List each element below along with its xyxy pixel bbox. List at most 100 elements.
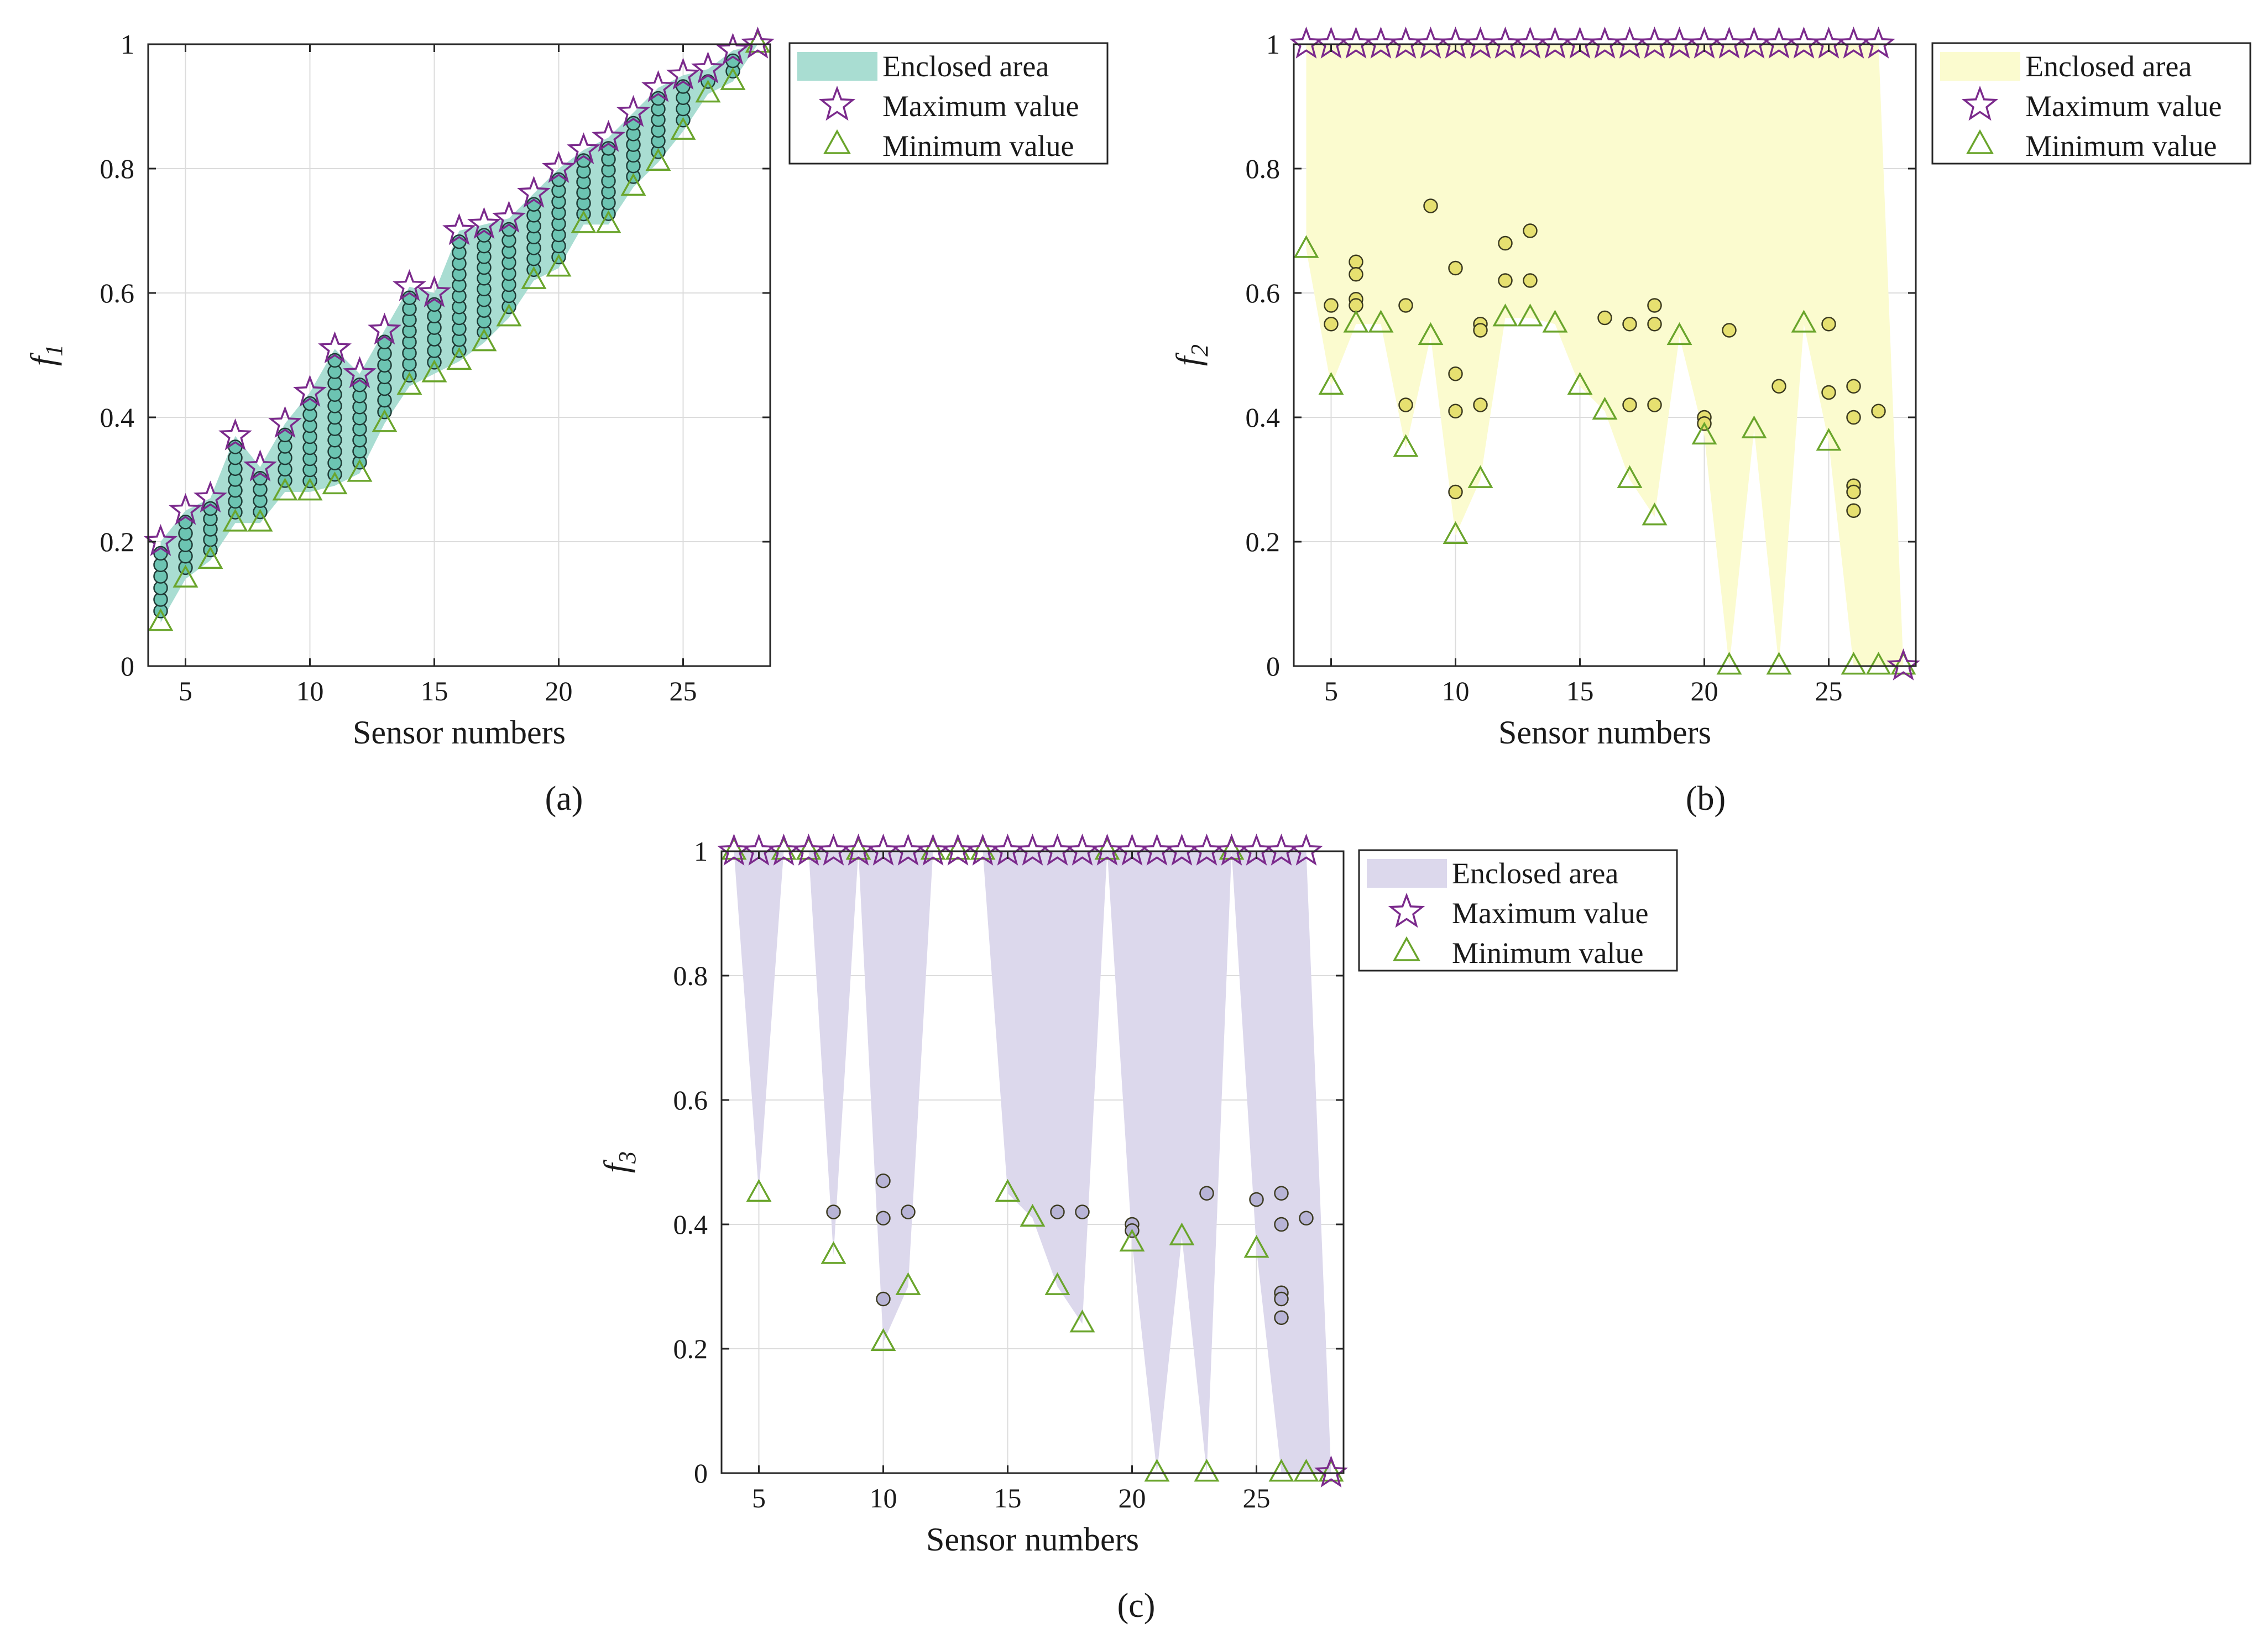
min-marker xyxy=(1194,1459,1220,1482)
min-marker xyxy=(1069,1309,1095,1333)
min-marker xyxy=(247,509,273,532)
legend-label: Maximum value xyxy=(2025,90,2222,123)
min-marker xyxy=(1020,1203,1046,1227)
legend-label: Enclosed area xyxy=(1452,857,1618,890)
min-marker xyxy=(347,459,373,482)
legend-area-swatch xyxy=(1940,52,2020,81)
max-marker xyxy=(343,356,377,389)
min-marker xyxy=(1791,310,1817,333)
data-point xyxy=(1821,385,1836,400)
min-marker xyxy=(571,210,597,233)
x-tick-label: 10 xyxy=(296,675,324,706)
y-tick-label: 0 xyxy=(694,1458,708,1489)
min-marker xyxy=(521,266,547,289)
y-axis-label: f1 xyxy=(24,344,67,366)
min-marker xyxy=(1368,310,1394,333)
legend-label: Enclosed area xyxy=(2025,50,2192,83)
min-marker xyxy=(1890,652,1916,675)
min-marker xyxy=(1393,434,1419,457)
data-point xyxy=(1274,1291,1289,1307)
max-marker xyxy=(641,70,675,102)
min-marker xyxy=(1119,1228,1145,1252)
y-tick-label: 0 xyxy=(121,651,134,682)
max-marker xyxy=(393,269,426,301)
data-point xyxy=(1846,484,1861,500)
min-marker xyxy=(695,80,721,103)
min-marker xyxy=(995,1178,1021,1202)
y-tick-label: 0.4 xyxy=(1246,402,1281,433)
data-point xyxy=(1299,1211,1314,1225)
x-tick-label: 10 xyxy=(1442,675,1470,706)
min-marker xyxy=(1542,310,1568,333)
max-marker xyxy=(293,375,327,407)
min-marker xyxy=(1766,652,1792,675)
min-marker xyxy=(546,254,572,277)
y-tick-label: 1 xyxy=(694,836,708,867)
min-marker xyxy=(1741,415,1767,438)
y-tick-label: 0.6 xyxy=(673,1085,708,1115)
legend-max-swatch xyxy=(1961,86,1999,121)
min-marker xyxy=(297,478,323,501)
min-marker xyxy=(173,564,198,588)
min-marker xyxy=(1318,371,1344,395)
data-point xyxy=(1349,267,1363,282)
panel-label: (c) xyxy=(1117,1587,1156,1625)
data-point xyxy=(1647,298,1662,313)
data-point xyxy=(826,1204,841,1219)
min-marker xyxy=(148,608,174,631)
y-axis-label-subscript: 2 xyxy=(1186,344,1213,357)
min-marker xyxy=(595,210,621,233)
x-tick-label: 5 xyxy=(752,1483,766,1513)
max-marker xyxy=(1862,27,1895,59)
min-marker xyxy=(745,30,771,53)
data-point xyxy=(1448,260,1463,276)
x-tick-label: 5 xyxy=(1324,675,1338,706)
data-point xyxy=(1523,223,1538,238)
min-marker xyxy=(945,837,971,860)
min-marker xyxy=(1268,1459,1294,1482)
x-tick-label: 15 xyxy=(1566,675,1594,706)
data-point xyxy=(1075,1204,1090,1219)
x-tick-label: 15 xyxy=(994,1483,1022,1513)
data-point xyxy=(1871,404,1886,418)
max-marker xyxy=(616,95,650,127)
data-point xyxy=(876,1174,891,1188)
x-tick-label: 20 xyxy=(545,675,573,706)
min-marker xyxy=(1044,1272,1070,1295)
x-axis-label: Sensor numbers xyxy=(926,1521,1139,1558)
min-marker xyxy=(1293,1459,1319,1482)
data-point xyxy=(1722,323,1737,338)
data-point xyxy=(1274,1186,1289,1201)
y-tick-label: 0.6 xyxy=(100,277,135,308)
min-marker xyxy=(1094,837,1120,860)
min-marker xyxy=(446,347,472,370)
min-marker xyxy=(1865,652,1891,675)
max-marker xyxy=(368,312,401,345)
legend-max-swatch xyxy=(818,86,856,121)
data-point xyxy=(1498,273,1513,288)
max-marker xyxy=(716,33,750,65)
axes-frame xyxy=(1293,43,1917,667)
legend-label: Enclosed area xyxy=(882,50,1049,83)
min-marker xyxy=(272,478,298,501)
data-point xyxy=(1324,298,1339,313)
min-marker xyxy=(421,359,447,383)
y-tick-label: 0 xyxy=(1266,651,1280,682)
max-marker xyxy=(144,524,177,556)
data-point xyxy=(876,1211,891,1225)
data-point xyxy=(1274,1217,1289,1232)
legend-label: Minimum value xyxy=(882,129,1074,163)
min-marker xyxy=(496,303,522,327)
min-marker xyxy=(1592,396,1618,420)
min-marker xyxy=(222,509,248,532)
max-marker xyxy=(318,331,352,364)
min-marker xyxy=(1716,652,1742,675)
min-marker xyxy=(197,546,223,569)
min-marker xyxy=(746,1178,772,1202)
min-marker xyxy=(920,837,946,860)
min-marker xyxy=(670,117,696,140)
max-marker xyxy=(691,51,725,83)
min-marker xyxy=(1144,1459,1170,1482)
data-point xyxy=(1473,397,1488,412)
max-marker xyxy=(169,493,202,525)
